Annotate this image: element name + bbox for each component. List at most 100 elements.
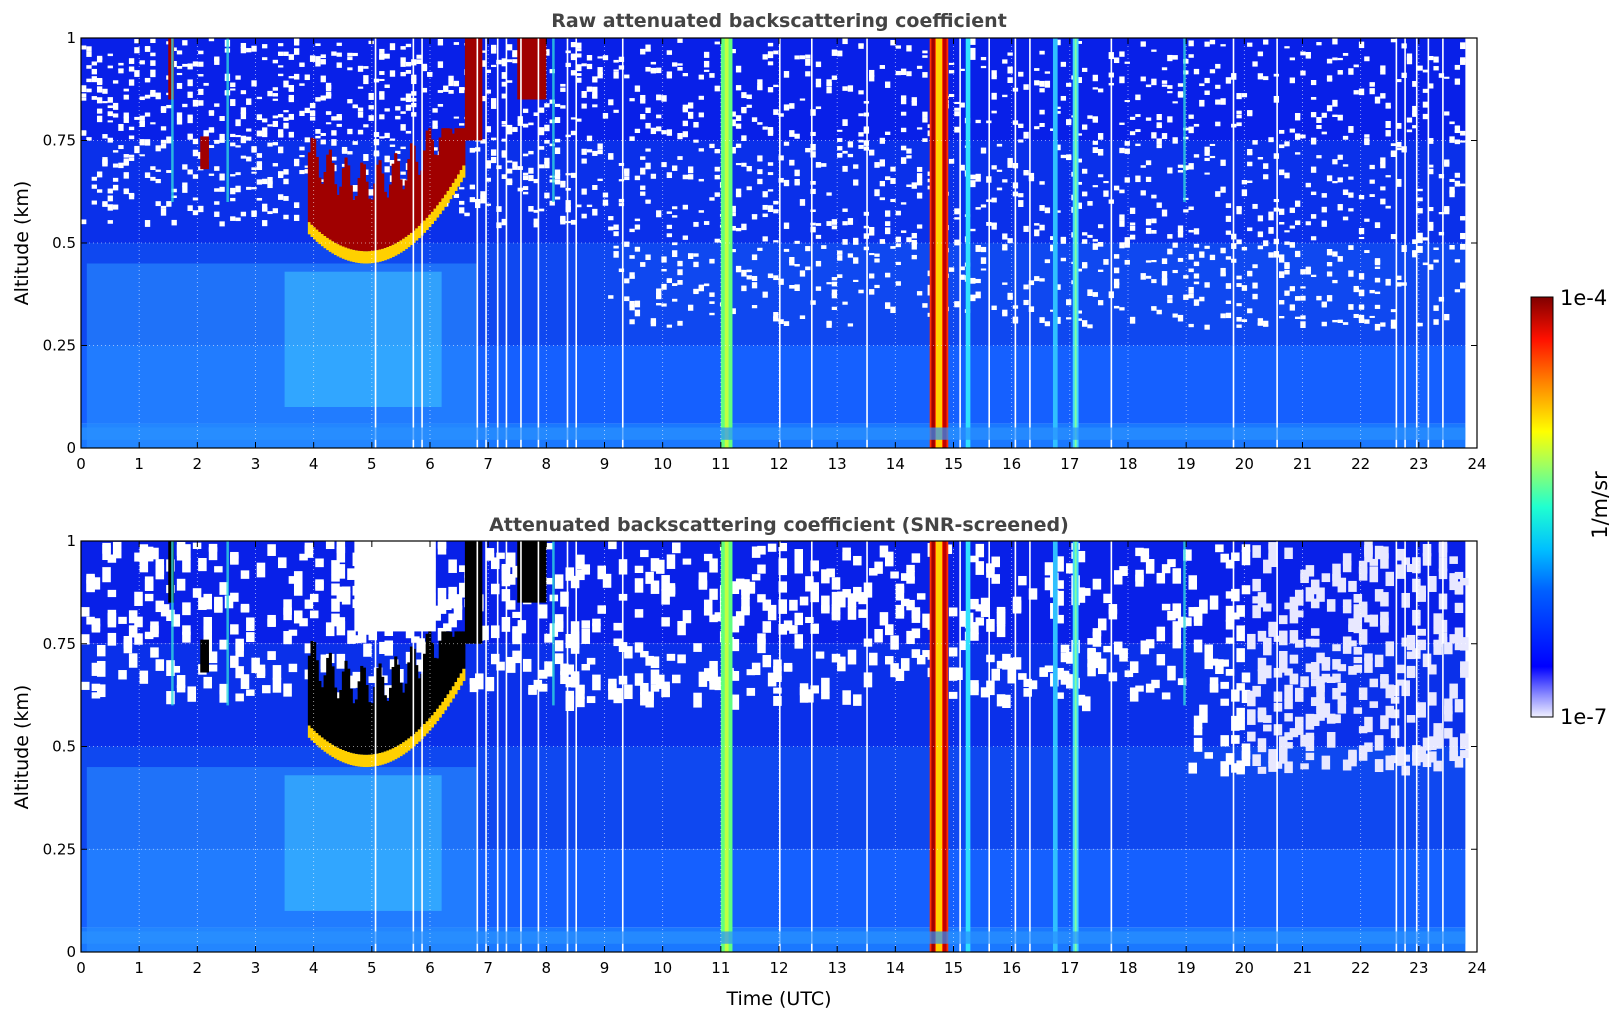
- noise-speckle: [1454, 571, 1464, 580]
- cloud-core: [388, 687, 393, 750]
- noise-speckle: [144, 94, 151, 99]
- x-tick-label: 13: [828, 455, 847, 473]
- noise-speckle: [325, 541, 335, 550]
- noise-speckle: [459, 87, 465, 92]
- noise-speckle: [1444, 728, 1453, 739]
- noise-speckle: [592, 104, 598, 108]
- noise-speckle: [1342, 135, 1349, 140]
- virga-streak: [552, 541, 555, 706]
- noise-speckle: [267, 176, 273, 184]
- noise-speckle: [1161, 278, 1168, 284]
- noise-speckle: [1241, 189, 1248, 197]
- noise-speckle: [842, 38, 848, 45]
- cloud-edge: [454, 178, 458, 191]
- noise-speckle: [608, 99, 614, 106]
- noise-speckle: [320, 139, 326, 145]
- noise-speckle: [501, 174, 507, 179]
- noise-speckle: [1236, 283, 1242, 287]
- noise-speckle: [240, 605, 250, 612]
- noise-speckle: [262, 127, 268, 134]
- noise-speckle: [1321, 220, 1327, 227]
- noise-speckle: [1454, 130, 1461, 133]
- y-axis-screened: 00.250.50.751: [43, 532, 1477, 961]
- noise-speckle: [1310, 191, 1317, 196]
- cloud-core: [399, 682, 403, 744]
- noise-speckle: [1209, 155, 1216, 159]
- noise-speckle: [560, 671, 569, 685]
- noise-speckle: [693, 261, 699, 268]
- noise-speckle: [757, 564, 766, 574]
- noise-speckle: [1007, 672, 1016, 684]
- cloud-edge: [394, 243, 398, 256]
- noise-speckle: [1385, 102, 1391, 108]
- noise-speckle: [837, 250, 843, 255]
- noise-speckle: [283, 110, 289, 113]
- cloud-core: [430, 139, 434, 212]
- noise-speckle: [91, 692, 101, 699]
- noise-speckle: [714, 612, 724, 622]
- noise-speckle: [586, 135, 593, 142]
- data-gap: [1415, 38, 1418, 448]
- noise-speckle: [906, 564, 915, 572]
- cloud-core: [168, 541, 175, 603]
- noise-speckle: [1358, 314, 1365, 322]
- noise-speckle: [1289, 77, 1295, 84]
- noise-speckle: [176, 118, 183, 125]
- noise-speckle: [1092, 185, 1098, 188]
- noise-speckle: [246, 156, 252, 162]
- noise-speckle: [1023, 225, 1029, 232]
- noise-speckle: [315, 579, 324, 590]
- noise-speckle: [1444, 705, 1453, 714]
- noise-speckle: [347, 568, 356, 580]
- x-tick-label: 18: [1118, 455, 1137, 473]
- noise-speckle: [437, 103, 444, 107]
- noise-speckle: [315, 56, 321, 63]
- noise-speckle: [1358, 566, 1368, 581]
- noise-speckle: [810, 188, 816, 195]
- noise-speckle: [1018, 124, 1024, 129]
- noise-speckle: [1129, 661, 1139, 674]
- noise-speckle: [948, 647, 958, 657]
- noise-speckle: [256, 114, 263, 121]
- noise-speckle: [293, 202, 300, 209]
- noise-speckle: [826, 192, 832, 196]
- noise-speckle: [922, 117, 928, 123]
- noise-speckle: [1092, 140, 1098, 145]
- noise-speckle: [1066, 674, 1075, 689]
- noise-speckle: [144, 139, 151, 146]
- noise-speckle: [155, 92, 161, 100]
- noise-speckle: [288, 576, 298, 584]
- noise-speckle: [735, 143, 742, 148]
- noise-speckle: [645, 107, 651, 114]
- noise-speckle: [336, 586, 346, 602]
- noise-speckle: [246, 617, 255, 631]
- noise-speckle: [1273, 702, 1283, 712]
- noise-speckle: [1380, 65, 1386, 72]
- precipitation-column-core: [1054, 541, 1057, 952]
- noise-speckle: [794, 549, 804, 562]
- noise-speckle: [506, 168, 513, 174]
- noise-speckle: [746, 269, 752, 273]
- noise-speckle: [96, 171, 103, 178]
- noise-speckle: [900, 658, 910, 671]
- noise-speckle: [853, 555, 862, 566]
- noise-speckle: [448, 586, 457, 600]
- cloud-core: [328, 652, 332, 744]
- cloud-edge: [318, 735, 322, 748]
- data-gap: [621, 38, 624, 448]
- noise-speckle: [288, 84, 294, 89]
- cloud-core: [443, 128, 448, 195]
- cloud-core: [326, 154, 330, 238]
- noise-speckle: [1145, 683, 1155, 693]
- noise-speckle: [1428, 751, 1437, 763]
- noise-speckle: [762, 655, 772, 663]
- noise-speckle: [906, 237, 912, 243]
- noise-speckle: [1326, 676, 1336, 683]
- noise-speckle: [1294, 296, 1301, 301]
- noise-speckle: [980, 65, 987, 69]
- noise-speckle: [592, 623, 601, 633]
- noise-speckle: [230, 187, 236, 195]
- noise-speckle: [794, 634, 804, 649]
- noise-speckle: [1342, 189, 1349, 196]
- x-axis-raw: 0 1 2 3 4 5 6 7 8 9 10 11 12 13 14 15 16 17 18 19 20 21 22 23 24: [76, 38, 1487, 473]
